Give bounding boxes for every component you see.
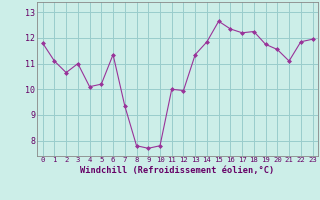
- X-axis label: Windchill (Refroidissement éolien,°C): Windchill (Refroidissement éolien,°C): [80, 166, 275, 175]
